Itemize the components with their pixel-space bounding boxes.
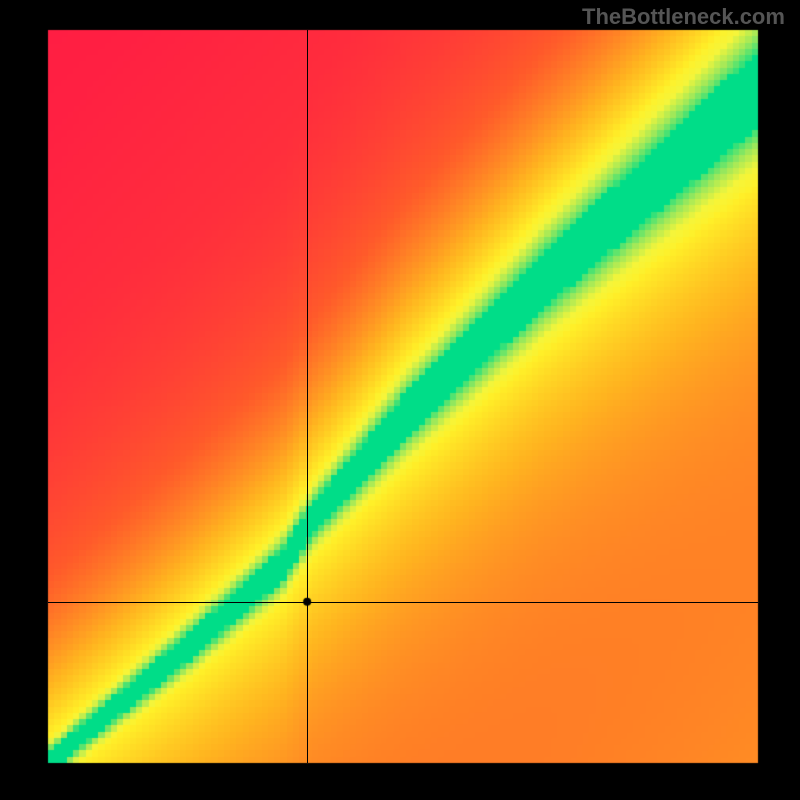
watermark-text: TheBottleneck.com (582, 4, 785, 30)
bottleneck-heatmap (0, 0, 800, 800)
crosshair-vertical (307, 30, 308, 763)
chart-container: TheBottleneck.com (0, 0, 800, 800)
crosshair-horizontal (48, 602, 758, 603)
